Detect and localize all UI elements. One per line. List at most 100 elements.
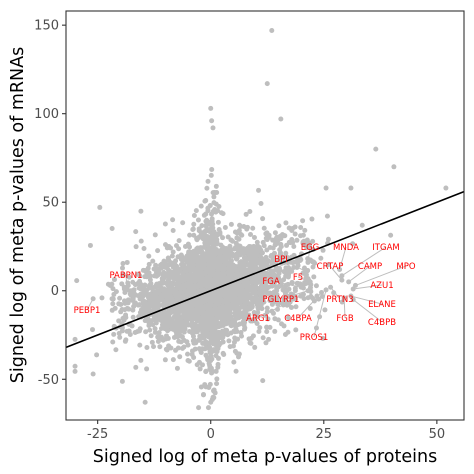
data-point [207,381,213,387]
data-point [304,245,310,251]
data-point [217,266,223,272]
data-point [288,304,294,310]
data-point [268,270,274,276]
data-point [289,268,295,274]
data-point [124,328,130,334]
data-point [138,238,144,244]
data-point [151,344,157,350]
data-point [164,347,170,353]
data-point [320,247,326,253]
data-point [195,282,201,288]
data-point [243,306,249,312]
data-point [388,232,394,238]
x-axis-title: Signed log of meta p-values of proteins [93,447,437,467]
data-point [259,306,265,312]
data-point [207,335,213,341]
label-connectors-layer [86,246,407,338]
data-point [193,329,199,335]
data-point [176,280,182,286]
data-point [261,279,267,285]
data-point [257,274,263,280]
data-point [254,265,260,271]
label-connector [313,289,327,338]
data-point [183,289,189,295]
outlier-point [443,185,449,191]
data-point [199,249,205,255]
data-point [173,329,179,335]
label-connector [339,246,347,270]
data-point [172,289,178,295]
outlier-point [208,399,214,405]
data-point [159,334,165,340]
label-connector [307,246,311,263]
data-point [178,256,184,262]
data-point [112,305,118,311]
data-point [183,309,189,315]
data-point [297,258,303,264]
data-point [261,225,267,231]
data-point [166,262,172,268]
data-point [168,295,174,301]
data-point [146,253,152,259]
data-point [110,301,116,307]
data-point [143,329,149,335]
data-point [295,280,301,286]
data-point [199,362,205,368]
data-point [197,270,203,276]
data-point [278,282,284,288]
label-connector [86,298,94,311]
data-point [281,233,287,239]
gene-label: PGLYRP1 [263,295,300,305]
data-point [221,271,227,277]
label-connector [329,265,343,281]
data-point [303,275,309,281]
y-tick-label: 0 [51,284,59,299]
data-point [233,368,239,374]
data-point [144,366,150,372]
y-tick-label: 100 [34,107,59,122]
gene-label: FGA [262,277,279,287]
data-point [228,221,234,227]
data-point [292,224,298,230]
data-point [158,285,164,291]
data-point [138,357,144,363]
data-point [228,237,234,243]
data-point [124,305,130,311]
data-point [118,302,124,308]
data-point [266,235,272,241]
data-point [142,282,148,288]
data-point [186,257,192,263]
data-point [218,290,224,296]
data-point [141,246,147,252]
data-point [180,220,186,226]
outlier-point [278,116,284,122]
data-point [292,285,298,291]
data-point [133,364,139,370]
label-connector [297,292,322,319]
data-point [210,321,216,327]
data-point [183,265,189,271]
data-point [294,237,300,243]
outlier-point [142,399,148,405]
data-point [298,225,304,231]
data-point [187,280,193,286]
data-point [210,233,216,239]
data-point [233,301,239,307]
data-point [293,327,299,333]
data-point [157,312,163,318]
data-point [246,304,252,310]
data-point [204,255,210,261]
data-point [185,351,191,357]
data-point [226,338,232,344]
data-point [251,318,257,324]
data-point [231,252,237,258]
data-point [152,232,158,238]
data-point [310,259,316,265]
data-point [237,222,243,228]
data-point [208,172,214,178]
data-point [248,340,254,346]
data-point [325,236,331,242]
y-axis-title: Signed log of meta p-values of mRNAs [8,47,28,384]
data-point [257,325,263,331]
